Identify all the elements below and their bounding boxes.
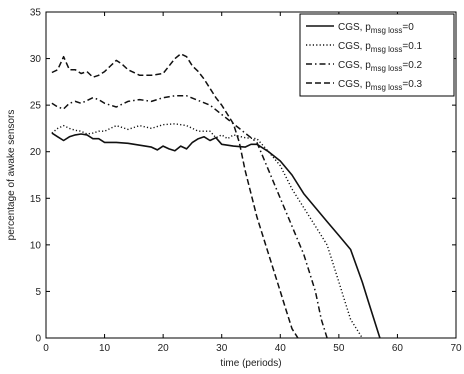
x-tick-label: 60 (392, 343, 404, 354)
legend-entry-1: CGS, pmsg loss=0 (338, 22, 414, 35)
series-line-1 (51, 132, 381, 339)
x-tick-label: 50 (333, 343, 345, 354)
legend-entry-2: CGS, pmsg loss=0.1 (338, 41, 423, 54)
series-layer (51, 53, 381, 339)
axis-ticks: 0 10 20 30 40 50 60 70 0 5 10 15 20 25 30 35 (30, 8, 462, 355)
y-tick-label: 25 (30, 101, 42, 112)
y-tick-label: 20 (30, 147, 42, 158)
y-tick-label: 15 (30, 194, 42, 205)
y-tick-label: 5 (35, 287, 41, 298)
series-line-4 (51, 53, 299, 339)
y-tick-label: 35 (30, 8, 42, 19)
x-tick-label: 30 (216, 343, 228, 354)
legend: CGS, pmsg loss=0 CGS, pmsg loss=0.1 CGS, p… (299, 13, 455, 97)
y-tick-label: 10 (30, 240, 42, 251)
x-tick-label: 70 (450, 343, 462, 354)
series-line-3 (51, 95, 328, 339)
x-tick-label: 10 (99, 343, 111, 354)
x-axis-label: time (periods) (220, 358, 281, 369)
y-tick-label: 30 (30, 54, 42, 65)
series-line-2 (51, 123, 363, 339)
x-tick-label: 0 (43, 343, 49, 354)
x-tick-label: 40 (275, 343, 287, 354)
legend-entry-3: CGS, pmsg loss=0.2 (338, 60, 423, 73)
legend-entry-4: CGS, pmsg loss=0.3 (338, 79, 423, 92)
y-axis-label: percentage of awake sensors (6, 110, 17, 241)
y-tick-label: 0 (35, 334, 41, 345)
x-tick-label: 20 (158, 343, 170, 354)
